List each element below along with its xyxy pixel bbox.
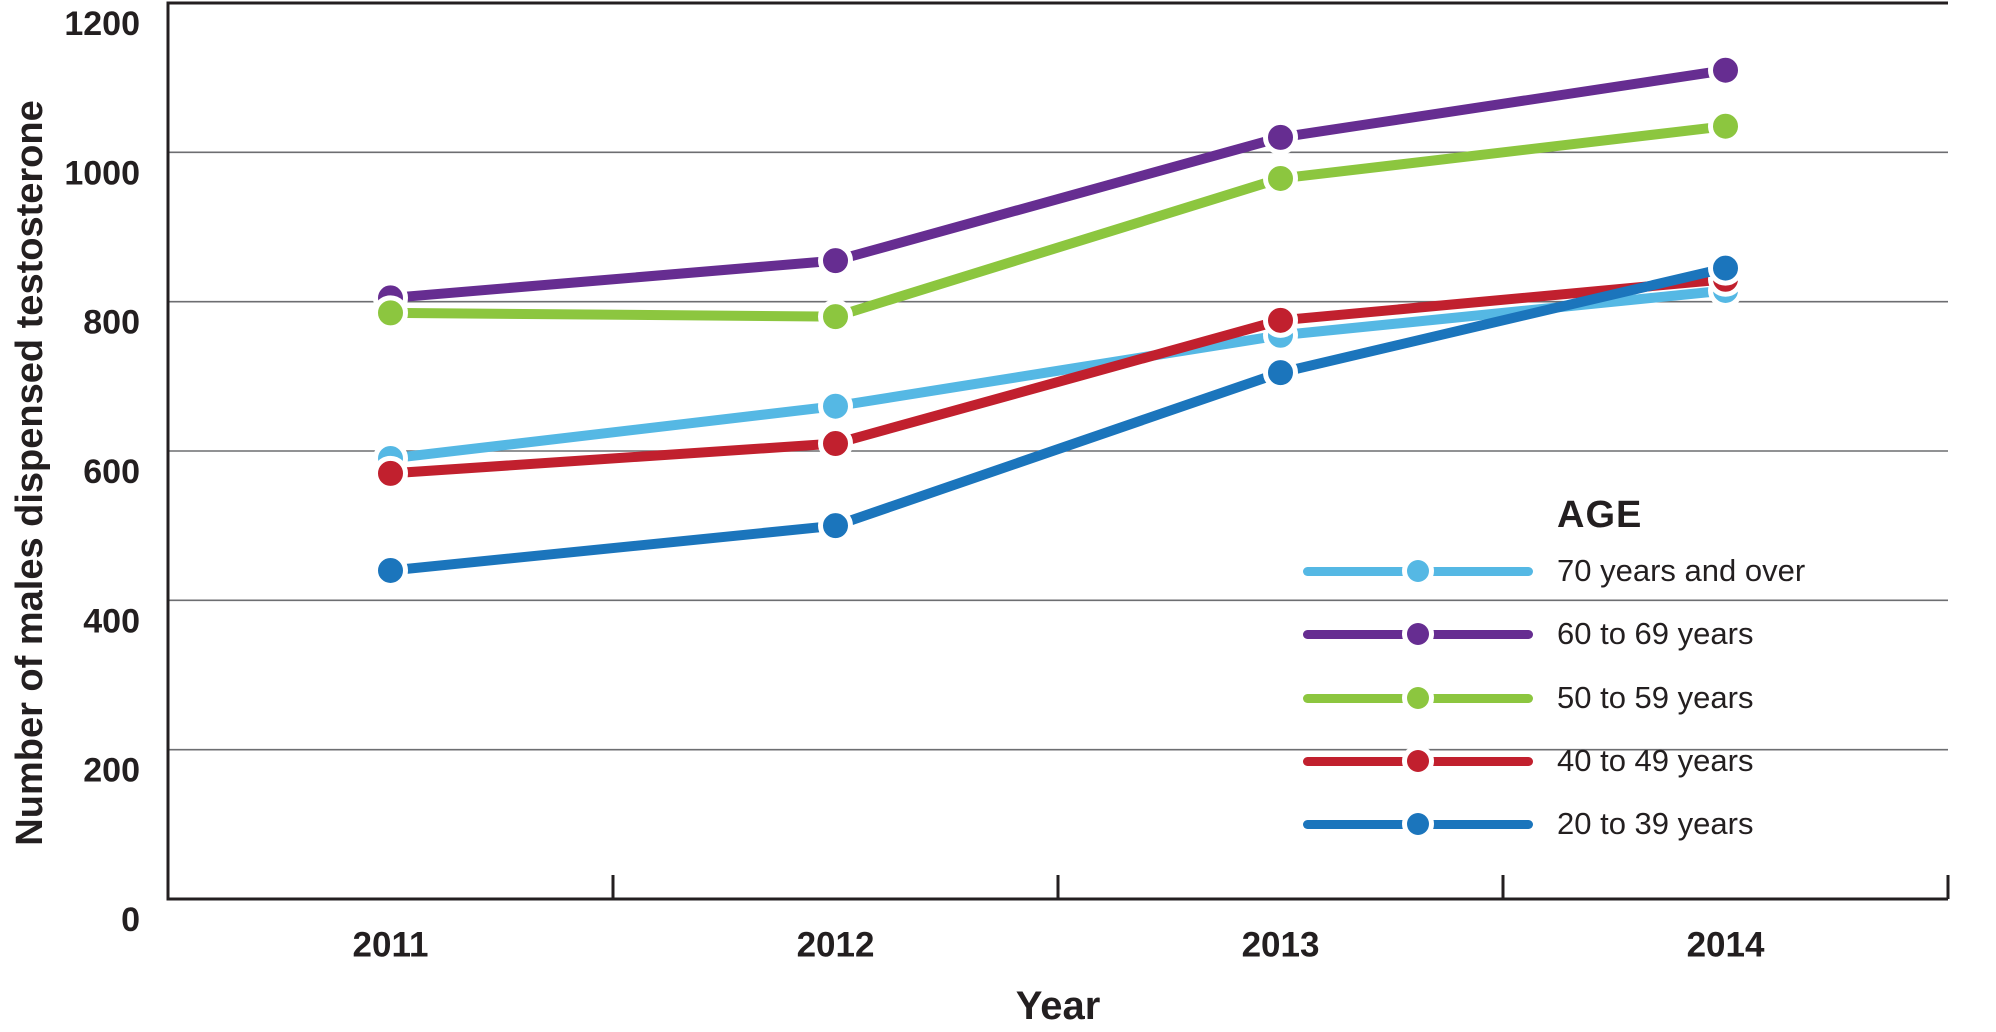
legend-swatch-dot: [1407, 623, 1429, 645]
legend-item-label: 70 years and over: [1557, 553, 1806, 588]
legend-item-label: 40 to 49 years: [1557, 743, 1754, 778]
data-point-50-to-59-years-2014: [1708, 108, 1743, 144]
legend-swatch-line: [1303, 813, 1533, 835]
y-tick-label-200: 200: [83, 752, 140, 790]
data-point-60-to-69-years-2013: [1263, 119, 1298, 155]
series-line-40-to-49-years: [385, 274, 1731, 479]
x-tick-label-2012: 2012: [797, 926, 875, 965]
legend-item-60-to-69-years: 60 to 69 years: [1303, 616, 1754, 651]
series-line-20-to-39-years: [385, 263, 1731, 576]
x-tick-label-2011: 2011: [353, 926, 429, 965]
series-line-50-to-59-years: [385, 121, 1731, 322]
y-axis-title: Number of males dispensed testosterone: [9, 100, 51, 845]
legend-swatch-line: [1303, 750, 1533, 772]
data-point-40-to-49-years-2012: [818, 426, 853, 462]
legend-swatch-line: [1303, 623, 1533, 645]
data-point-20-to-39-years-2013: [1263, 355, 1298, 391]
legend-swatch-line: [1303, 687, 1533, 709]
legend-item-50-to-59-years: 50 to 59 years: [1303, 680, 1754, 715]
y-tick-label-400: 400: [83, 602, 140, 640]
legend-item-70-years-and-over: 70 years and over: [1303, 553, 1806, 588]
legend-title: AGE: [1557, 494, 1643, 536]
y-tick-label-600: 600: [83, 453, 140, 491]
data-point-40-to-49-years-2011: [373, 455, 408, 491]
data-point-50-to-59-years-2012: [818, 299, 853, 335]
x-tick-label-2013: 2013: [1242, 926, 1320, 965]
legend-item-20-to-39-years: 20 to 39 years: [1303, 806, 1754, 841]
legend-swatch-dot: [1407, 750, 1429, 772]
data-point-70-years-and-over-2012: [818, 388, 853, 424]
legend-swatch-dot: [1407, 813, 1429, 835]
y-tick-label-800: 800: [83, 304, 140, 342]
series-line-70-years-and-over: [385, 285, 1731, 464]
legend-item-label: 50 to 59 years: [1557, 680, 1754, 715]
data-point-60-to-69-years-2014: [1708, 52, 1743, 88]
data-point-50-to-59-years-2011: [373, 295, 408, 331]
series-line-60-to-69-years: [385, 65, 1731, 303]
data-point-20-to-39-years-2011: [373, 552, 408, 588]
data-point-40-to-49-years-2013: [1263, 302, 1298, 338]
legend-swatch-dot: [1407, 560, 1429, 582]
legend-item-label: 20 to 39 years: [1557, 806, 1754, 841]
legend-swatch-dot: [1407, 687, 1429, 709]
data-point-20-to-39-years-2014: [1708, 250, 1743, 286]
x-axis-title: Year: [1016, 984, 1101, 1028]
legend-item-label: 60 to 69 years: [1557, 616, 1754, 651]
data-point-50-to-59-years-2013: [1263, 160, 1298, 196]
y-tick-label-1000: 1000: [64, 154, 140, 192]
data-point-60-to-69-years-2012: [818, 243, 853, 279]
y-tick-label-0: 0: [121, 901, 140, 939]
x-tick-label-2014: 2014: [1687, 926, 1765, 965]
data-point-20-to-39-years-2012: [818, 508, 853, 544]
y-tick-label-1200: 1200: [64, 5, 140, 43]
legend-swatch-line: [1303, 560, 1533, 582]
legend-item-40-to-49-years: 40 to 49 years: [1303, 743, 1754, 778]
